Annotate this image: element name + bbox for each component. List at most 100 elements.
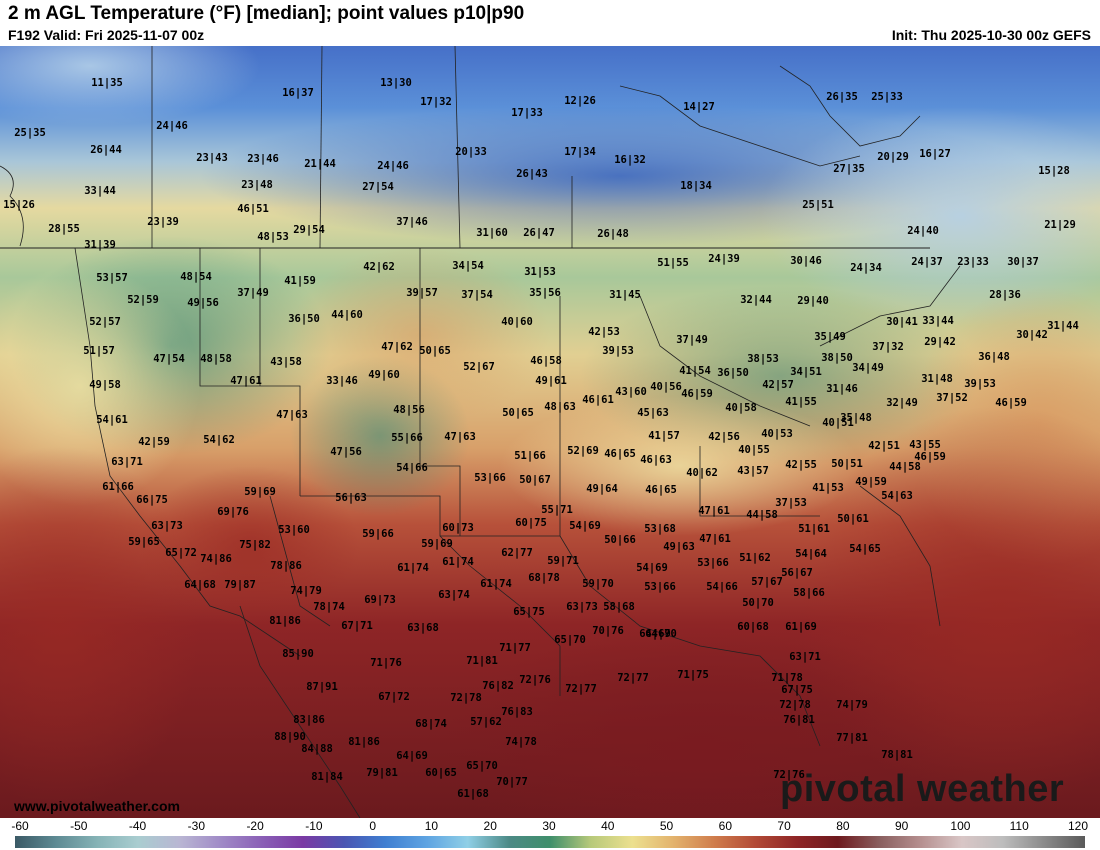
point-value: 53|66 bbox=[644, 581, 676, 593]
point-value: 41|54 bbox=[679, 365, 711, 377]
point-value: 59|69 bbox=[421, 538, 453, 550]
point-values-layer: 11|35 16|37 13|30 17|32 17|33 12|26 14|27 26|35… bbox=[3, 77, 1079, 800]
colorbar-tick-label: -60 bbox=[11, 819, 29, 833]
point-value: 29|40 bbox=[797, 295, 829, 307]
point-value: 24|46 bbox=[156, 120, 188, 132]
point-value: 72|77 bbox=[617, 672, 649, 684]
point-value: 84|88 bbox=[301, 743, 333, 755]
colorbar-tick-label: 90 bbox=[894, 819, 909, 833]
point-value: 31|44 bbox=[1047, 320, 1079, 332]
point-value: 17|33 bbox=[511, 107, 543, 119]
point-value: 72|78 bbox=[779, 699, 811, 711]
point-value: 24|39 bbox=[708, 253, 740, 265]
point-value: 53|66 bbox=[697, 557, 729, 569]
point-value: 74|79 bbox=[290, 585, 322, 597]
colorbar-tick-label: 120 bbox=[1067, 819, 1089, 833]
point-value: 76|82 bbox=[482, 680, 514, 692]
point-value: 49|56 bbox=[187, 297, 219, 309]
point-value: 63|74 bbox=[438, 589, 470, 601]
point-value: 46|65 bbox=[645, 484, 677, 496]
point-value: 14|27 bbox=[683, 101, 715, 113]
point-value: 59|65 bbox=[128, 536, 160, 548]
point-value: 46|59 bbox=[914, 451, 946, 463]
point-value: 54|64 bbox=[795, 548, 827, 560]
point-value: 42|57 bbox=[762, 379, 794, 391]
point-value: 54|65 bbox=[849, 543, 881, 555]
point-value: 38|50 bbox=[821, 352, 853, 364]
point-value: 71|76 bbox=[370, 657, 402, 669]
init-time: Init: Thu 2025-10-30 00z GEFS bbox=[891, 27, 1091, 43]
point-value: 71|81 bbox=[466, 655, 498, 667]
point-value: 44|60 bbox=[331, 309, 363, 321]
point-value: 78|86 bbox=[270, 560, 302, 572]
point-value: 50|67 bbox=[519, 474, 551, 486]
point-value: 27|54 bbox=[362, 181, 394, 193]
point-value: 72|76 bbox=[519, 674, 551, 686]
point-value: 47|61 bbox=[698, 505, 730, 517]
point-value: 35|56 bbox=[529, 287, 561, 299]
point-value: 65|70 bbox=[554, 634, 586, 646]
point-value: 71|77 bbox=[499, 642, 531, 654]
point-value: 15|28 bbox=[1038, 165, 1070, 177]
point-value: 51|66 bbox=[514, 450, 546, 462]
colorbar-tick-label: -30 bbox=[187, 819, 205, 833]
point-value: 72|77 bbox=[565, 683, 597, 695]
point-value: 47|61 bbox=[699, 533, 731, 545]
point-value: 54|62 bbox=[203, 434, 235, 446]
point-value: 54|61 bbox=[96, 414, 128, 426]
point-value: 42|53 bbox=[588, 326, 620, 338]
point-value: 65|70 bbox=[466, 760, 498, 772]
point-value: 60|68 bbox=[737, 621, 769, 633]
point-value: 32|49 bbox=[886, 397, 918, 409]
point-value: 41|59 bbox=[284, 275, 316, 287]
point-value: 50|65 bbox=[502, 407, 534, 419]
point-value: 40|51 bbox=[822, 417, 854, 429]
point-value: 18|34 bbox=[680, 180, 712, 192]
point-value: 62|77 bbox=[501, 547, 533, 559]
point-value: 36|48 bbox=[978, 351, 1010, 363]
point-value: 30|37 bbox=[1007, 256, 1039, 268]
point-value: 24|37 bbox=[911, 256, 943, 268]
point-value: 21|44 bbox=[304, 158, 336, 170]
point-value: 50|70 bbox=[742, 597, 774, 609]
point-value: 29|54 bbox=[293, 224, 325, 236]
colorbar-tick-label: 30 bbox=[542, 819, 556, 833]
point-value: 35|48 bbox=[840, 412, 872, 424]
point-value: 63|73 bbox=[566, 601, 598, 613]
point-value: 51|61 bbox=[798, 523, 830, 535]
point-value: 81|86 bbox=[269, 615, 301, 627]
point-value: 85|90 bbox=[282, 648, 314, 660]
point-value: 37|49 bbox=[676, 334, 708, 346]
point-value: 71|75 bbox=[677, 669, 709, 681]
point-value: 67|71 bbox=[341, 620, 373, 632]
point-value: 26|48 bbox=[597, 228, 629, 240]
point-value: 38|53 bbox=[747, 353, 779, 365]
point-value: 70|76 bbox=[592, 625, 624, 637]
point-value: 37|52 bbox=[936, 392, 968, 404]
point-value: 75|82 bbox=[239, 539, 271, 551]
point-value: 79|87 bbox=[224, 579, 256, 591]
point-value: 16|32 bbox=[614, 154, 646, 166]
point-value: 61|74 bbox=[480, 578, 512, 590]
point-value: 59|69 bbox=[244, 486, 276, 498]
point-value: 40|56 bbox=[650, 381, 682, 393]
point-value: 46|51 bbox=[237, 203, 269, 215]
point-value: 21|29 bbox=[1044, 219, 1076, 231]
point-value: 24|46 bbox=[377, 160, 409, 172]
point-value: 39|53 bbox=[602, 345, 634, 357]
point-value: 48|53 bbox=[257, 231, 289, 243]
point-value: 59|70 bbox=[582, 578, 614, 590]
point-value: 54|66 bbox=[706, 581, 738, 593]
point-value: 24|34 bbox=[850, 262, 882, 274]
point-value: 68|74 bbox=[415, 718, 447, 730]
point-value: 54|63 bbox=[881, 490, 913, 502]
point-value: 24|40 bbox=[907, 225, 939, 237]
point-value: 40|53 bbox=[761, 428, 793, 440]
point-value: 36|50 bbox=[288, 313, 320, 325]
point-value: 61|74 bbox=[442, 556, 474, 568]
point-value: 52|57 bbox=[89, 316, 121, 328]
point-value: 34|51 bbox=[790, 366, 822, 378]
point-value: 50|66 bbox=[604, 534, 636, 546]
point-value: 50|51 bbox=[831, 458, 863, 470]
point-value: 26|44 bbox=[90, 144, 122, 156]
